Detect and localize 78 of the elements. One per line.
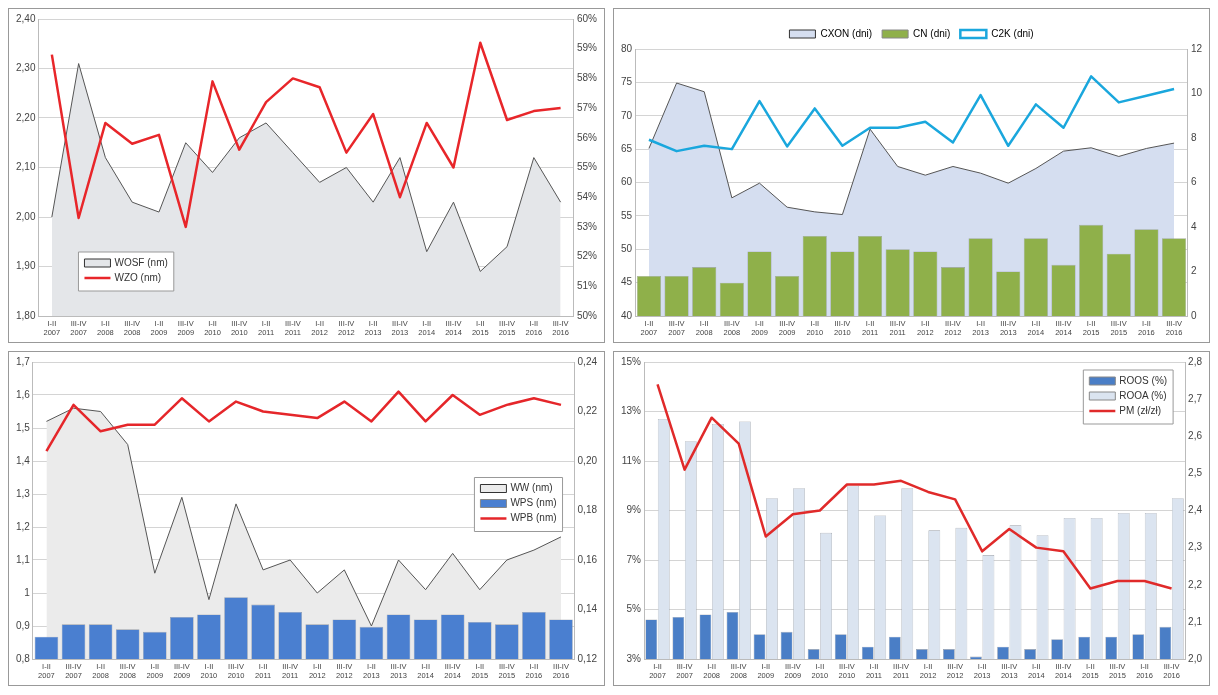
y2-tick-label: 51%: [576, 280, 598, 292]
legend-label: CN (dni): [913, 27, 951, 39]
y2-tick-label: 60%: [576, 12, 598, 24]
y2-tick-label: 12: [1190, 42, 1203, 54]
y2-tick-label: 2,4: [1188, 504, 1203, 516]
y2-tick-label: 2,2: [1188, 578, 1203, 590]
y2-tick-label: 0,24: [577, 355, 598, 367]
y2-tick-label: 54%: [576, 190, 598, 202]
legend-label: C2K (dni): [991, 27, 1034, 39]
legend-label: WZO (nm): [114, 271, 162, 283]
y2-tick-label: 0,14: [577, 603, 598, 615]
y-tick-label: 11%: [621, 454, 642, 466]
y-tick-label: 0,8: [16, 652, 31, 664]
legend-label: ROOA (%): [1119, 389, 1167, 401]
y-tick-label: 55: [621, 209, 633, 221]
legend-label: CXON (dni): [820, 27, 873, 39]
y-tick-label: 1,90: [15, 260, 36, 272]
y2-tick-label: 2,1: [1188, 615, 1203, 627]
y2-tick-label: 59%: [576, 42, 598, 54]
y-tick-label: 5%: [626, 603, 642, 615]
y2-tick-label: 0,22: [577, 405, 598, 417]
legend-label: WPB (nm): [510, 512, 557, 524]
y-tick-label: 40: [621, 309, 633, 321]
y2-tick-label: 53%: [576, 220, 598, 232]
y-tick-label: 65: [621, 142, 633, 154]
y2-tick-label: 57%: [576, 101, 598, 113]
y2-tick-label: 8: [1190, 131, 1197, 143]
y-tick-label: 2,20: [15, 111, 36, 123]
y-tick-label: 7%: [626, 553, 642, 565]
y2-tick-label: 0,12: [577, 652, 598, 664]
y2-tick-label: 50%: [576, 309, 598, 321]
y2-tick-label: 2,8: [1188, 355, 1203, 367]
y-tick-label: 13%: [621, 405, 642, 417]
y-tick-label: 15%: [621, 355, 642, 367]
legend-label: ROOS (%): [1119, 374, 1168, 386]
y-tick-label: 80: [621, 42, 633, 54]
legend-label: WPS (nm): [510, 497, 557, 509]
y2-tick-label: 2: [1190, 265, 1197, 277]
y2-tick-label: 2,0: [1188, 652, 1203, 664]
y-tick-label: 70: [621, 109, 633, 121]
y-tick-label: 2,40: [15, 12, 36, 24]
y2-tick-label: 2,6: [1188, 430, 1203, 441]
y2-tick-label: 2,3: [1188, 541, 1203, 553]
y-tick-label: 1,3: [16, 487, 31, 499]
legend-label: PM (zł/zł): [1119, 404, 1161, 416]
y-tick-label: 2,00: [15, 210, 36, 222]
y2-tick-label: 2,5: [1188, 467, 1203, 479]
y2-tick-label: 2,7: [1188, 392, 1203, 404]
y2-tick-label: 4: [1190, 220, 1197, 232]
y-tick-label: 3%: [626, 652, 642, 664]
y2-tick-label: 10: [1190, 87, 1203, 99]
y-tick-label: 1,4: [16, 454, 31, 466]
y-tick-label: 0,9: [16, 619, 31, 631]
y2-tick-label: 0,16: [577, 553, 598, 565]
y-tick-label: 2,30: [15, 62, 36, 74]
y2-tick-label: 58%: [576, 72, 598, 84]
legend-label: WOSF (nm): [114, 256, 168, 268]
y-tick-label: 1,80: [15, 309, 36, 321]
y2-tick-label: 0: [1190, 309, 1197, 321]
y2-tick-label: 6: [1190, 176, 1197, 188]
y2-tick-label: 52%: [576, 250, 598, 262]
y-tick-label: 50: [621, 243, 633, 254]
legend-label: WW (nm): [510, 482, 553, 494]
y-tick-label: 45: [621, 276, 633, 288]
y-tick-label: 1,7: [16, 355, 31, 367]
y-tick-label: 75: [621, 76, 633, 88]
y2-tick-label: 55%: [576, 161, 598, 173]
y-tick-label: 1: [24, 586, 31, 598]
y2-tick-label: 0,20: [577, 454, 598, 466]
y2-tick-label: 0,18: [577, 504, 598, 516]
y-tick-label: 9%: [626, 504, 642, 516]
y-tick-label: 1,1: [16, 553, 31, 565]
y-tick-label: 1,6: [16, 388, 31, 400]
y-tick-label: 1,2: [16, 520, 31, 532]
y-tick-label: 60: [621, 176, 633, 188]
y-tick-label: 2,10: [15, 161, 36, 173]
y-tick-label: 1,5: [16, 421, 31, 433]
y2-tick-label: 56%: [576, 131, 598, 143]
